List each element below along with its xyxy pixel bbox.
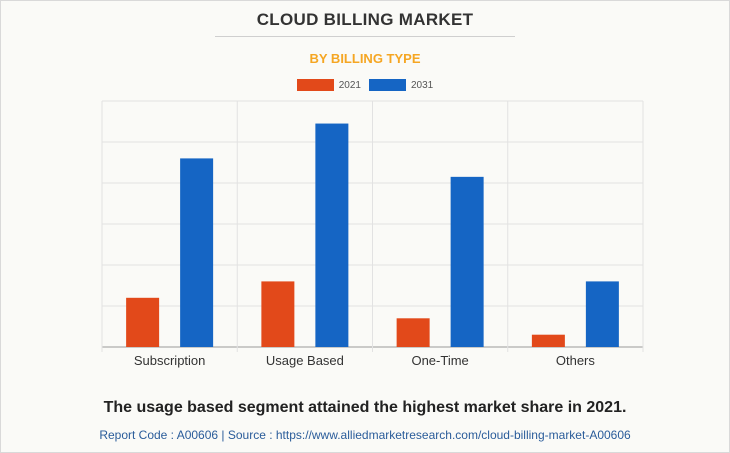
chart-x-ticks: Subscription Usage Based One-Time Others (134, 353, 596, 368)
bar-2031-one-time (450, 176, 484, 347)
x-tick-label: Others (556, 353, 596, 368)
bar-2031-others (585, 281, 619, 347)
title-divider (215, 36, 515, 37)
legend-item-2021: 2021 (296, 79, 361, 91)
bar-2021-subscription (126, 297, 160, 347)
chart-bars (126, 123, 619, 347)
chart-title: CLOUD BILLING MARKET (256, 10, 474, 29)
x-tick-label: Subscription (134, 353, 206, 368)
bar-2021-others (531, 334, 565, 347)
legend-swatch-2021 (296, 79, 334, 91)
legend-swatch-2031 (369, 79, 406, 91)
legend-label-2021: 2021 (338, 79, 361, 91)
bar-2031-subscription (180, 158, 214, 347)
bar-2031-usage-based (315, 123, 349, 347)
bar-2021-usage-based (261, 281, 295, 347)
bar-2021-one-time (396, 318, 430, 347)
legend-label-2031: 2031 (411, 79, 434, 91)
x-tick-label: One-Time (411, 353, 468, 368)
chart-caption: The usage based segment attained the hig… (103, 399, 627, 416)
x-tick-label: Usage Based (266, 353, 344, 368)
chart-legend: 2021 2031 (0, 79, 730, 91)
source-line: Report Code : A00606 | Source : https://… (99, 428, 631, 442)
legend-item-2031: 2031 (369, 79, 433, 91)
chart-subtitle: BY BILLING TYPE (309, 51, 421, 66)
